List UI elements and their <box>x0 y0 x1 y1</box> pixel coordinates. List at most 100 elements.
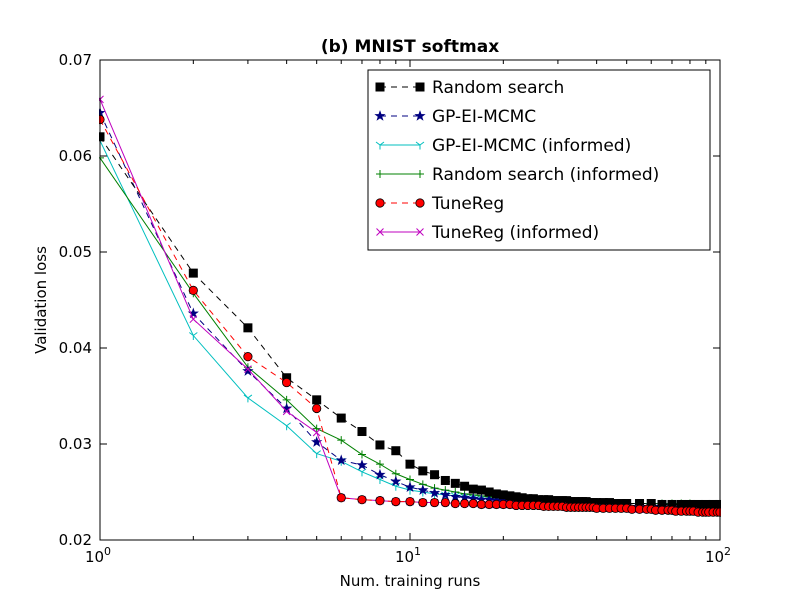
data-point <box>468 498 478 509</box>
data-point <box>627 504 637 514</box>
series-tunereg <box>99 114 721 517</box>
data-point <box>468 484 478 494</box>
data-point <box>459 498 470 509</box>
legend-marker <box>376 170 384 178</box>
data-point <box>282 395 291 404</box>
data-point <box>189 315 198 324</box>
legend-box <box>367 69 711 251</box>
data-point <box>312 450 321 459</box>
data-point <box>282 407 291 416</box>
data-point <box>243 394 253 403</box>
data-point <box>428 487 441 498</box>
legend-entry: GP-EI-MCMC <box>374 107 536 127</box>
y-tick-label: 0.05 <box>59 243 92 261</box>
series-random-search <box>99 132 721 509</box>
legend-marker <box>374 110 386 121</box>
data-point <box>357 450 366 459</box>
data-point <box>391 446 401 456</box>
data-point <box>188 285 198 295</box>
y-axis-label: Validation loss <box>32 246 50 354</box>
legend-label: Random search (informed) <box>432 165 659 185</box>
data-point <box>244 365 252 373</box>
data-point <box>418 466 428 476</box>
data-point <box>439 488 451 500</box>
data-point <box>404 481 416 492</box>
y-tick-label: 0.04 <box>59 339 92 357</box>
data-point <box>312 403 322 414</box>
data-point <box>418 497 428 508</box>
legend-entry: GP-EI-MCMC (informed) <box>375 136 631 156</box>
data-point <box>357 427 367 437</box>
data-point <box>450 498 460 509</box>
x-tick-base: 10 <box>395 548 414 566</box>
data-point <box>282 377 292 388</box>
data-point <box>374 468 386 480</box>
data-point <box>449 490 461 502</box>
legend-marker <box>415 198 425 208</box>
data-point <box>476 499 487 510</box>
legend-marker <box>375 82 385 92</box>
data-point <box>450 478 460 488</box>
legend-marker <box>414 110 426 121</box>
data-point <box>356 459 368 470</box>
data-point <box>357 495 367 505</box>
y-tick-label: 0.02 <box>59 531 92 549</box>
data-point <box>282 422 291 431</box>
data-point <box>336 413 346 423</box>
data-point <box>440 475 450 485</box>
data-point <box>312 395 322 405</box>
legend-entry: Random search (informed) <box>376 165 659 185</box>
legend-marker <box>416 170 424 178</box>
y-tick-label: 0.03 <box>59 435 92 453</box>
legend-label: GP-EI-MCMC (informed) <box>432 136 631 156</box>
data-point <box>336 493 346 503</box>
legend-entry: TuneReg (informed) <box>376 223 599 243</box>
data-point <box>375 496 385 506</box>
data-point <box>337 436 346 445</box>
data-point <box>476 485 486 495</box>
data-point <box>391 496 401 507</box>
legend-marker <box>416 228 424 236</box>
data-point <box>312 424 321 433</box>
data-point <box>311 436 323 447</box>
data-point <box>357 468 367 477</box>
data-point <box>405 496 415 507</box>
data-point <box>390 475 402 487</box>
data-point <box>189 332 198 341</box>
data-point <box>312 428 321 437</box>
data-point <box>430 470 440 480</box>
data-point <box>243 352 253 362</box>
data-point <box>429 497 440 508</box>
x-tick-label: 102 <box>705 545 731 566</box>
x-tick-base: 10 <box>85 548 104 566</box>
data-point <box>335 454 347 466</box>
data-point <box>242 365 254 376</box>
data-point <box>375 440 385 450</box>
data-point <box>440 497 450 508</box>
data-point <box>188 268 198 278</box>
data-point <box>460 481 470 491</box>
data-point <box>417 484 429 495</box>
x-tick-exponent: 1 <box>414 545 421 558</box>
data-point <box>243 323 253 333</box>
y-tick-label: 0.07 <box>59 51 92 69</box>
legend-entry: Random search <box>375 78 564 98</box>
x-tick-base: 10 <box>705 548 724 566</box>
x-axis-label: Num. training runs <box>340 572 481 590</box>
legend-marker <box>375 198 385 208</box>
legend-entries: Random search GP-EI-MCMC GP-EI-MCMC (infor… <box>374 78 659 243</box>
x-tick-exponent: 0 <box>104 545 111 558</box>
legend-label: Random search <box>432 78 564 98</box>
chart-title: (b) MNIST softmax <box>321 37 499 57</box>
x-tick-label: 101 <box>395 545 421 566</box>
legend-marker <box>376 228 384 236</box>
legend-marker <box>415 141 425 150</box>
legend-label: TuneReg <box>431 194 504 214</box>
legend-marker <box>415 82 425 92</box>
x-tick-label: 100 <box>85 545 111 566</box>
data-point <box>405 459 415 469</box>
data-point <box>375 460 384 469</box>
legend-label: GP-EI-MCMC <box>432 107 536 127</box>
